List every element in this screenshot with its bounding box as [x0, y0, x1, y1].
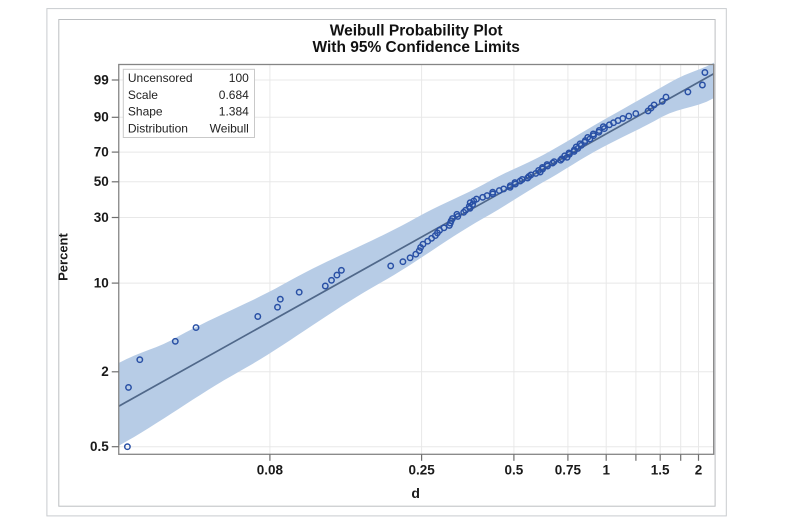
- svg-text:100: 100: [229, 71, 249, 85]
- svg-text:Weibull Probability Plot: Weibull Probability Plot: [330, 23, 503, 40]
- svg-text:0.5: 0.5: [505, 463, 524, 478]
- svg-text:Scale: Scale: [128, 88, 158, 102]
- svg-text:0.08: 0.08: [257, 463, 284, 478]
- svg-text:99: 99: [94, 72, 109, 87]
- svg-text:2: 2: [101, 364, 109, 379]
- svg-text:With 95% Confidence Limits: With 95% Confidence Limits: [312, 39, 519, 56]
- svg-text:0.684: 0.684: [219, 88, 249, 102]
- svg-text:Weibull: Weibull: [210, 121, 249, 135]
- svg-text:0.25: 0.25: [408, 463, 435, 478]
- svg-text:1: 1: [602, 463, 610, 478]
- svg-text:50: 50: [94, 174, 109, 189]
- svg-text:Percent: Percent: [56, 232, 71, 280]
- svg-text:0.75: 0.75: [555, 463, 582, 478]
- svg-text:90: 90: [94, 110, 109, 125]
- svg-text:1.5: 1.5: [651, 463, 670, 478]
- svg-text:10: 10: [94, 275, 109, 290]
- svg-text:Distribution: Distribution: [128, 121, 188, 135]
- svg-text:0.5: 0.5: [90, 439, 109, 454]
- svg-text:d: d: [411, 485, 420, 501]
- svg-text:1.384: 1.384: [219, 105, 249, 119]
- svg-text:Shape: Shape: [128, 105, 163, 119]
- svg-text:2: 2: [695, 463, 703, 478]
- svg-text:Uncensored: Uncensored: [128, 71, 193, 85]
- svg-text:30: 30: [94, 210, 109, 225]
- svg-text:70: 70: [94, 144, 109, 159]
